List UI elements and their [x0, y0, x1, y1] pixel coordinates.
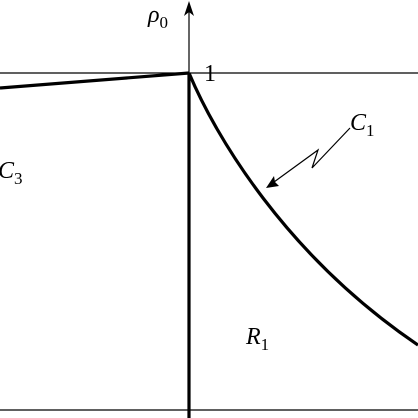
axis-arrow: [184, 1, 194, 16]
value-label: 1: [204, 61, 216, 87]
curve-c3: [0, 71, 190, 90]
curve-label: C3: [0, 158, 23, 188]
curve-c1: [187, 72, 418, 347]
region-label: R1: [245, 324, 269, 354]
zigzag-pointer: [273, 127, 351, 183]
curve-label: C1: [350, 110, 375, 140]
axis-label: ρ0: [147, 2, 168, 32]
pointer-head: [266, 176, 279, 188]
